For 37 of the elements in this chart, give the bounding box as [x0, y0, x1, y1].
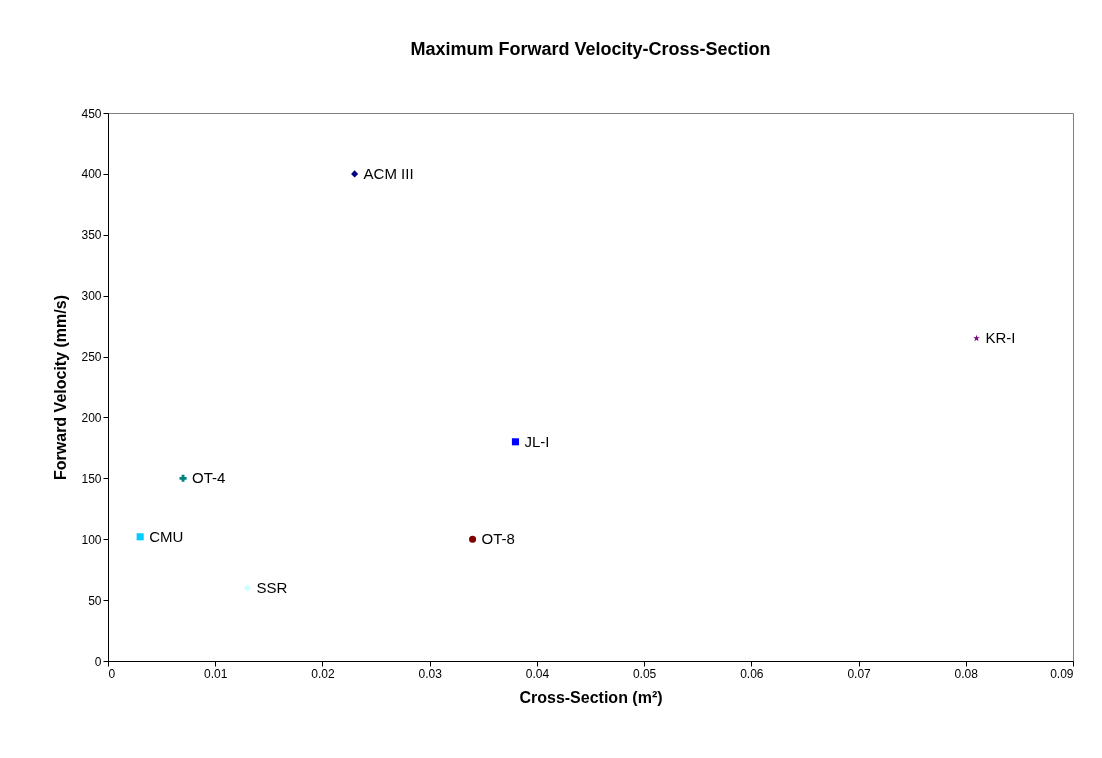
- series-label: JL-I: [524, 432, 550, 450]
- chart-title: Maximum Forward Velocity-Cross-Section: [410, 39, 771, 59]
- y-tick-label: 50: [88, 593, 102, 608]
- x-tick-label: 0.07: [847, 666, 872, 681]
- y-tick-label: 300: [81, 289, 102, 304]
- y-axis-title: Forward Velocity (mm/s): [52, 295, 70, 480]
- point: [243, 584, 251, 592]
- series-label: SSR: [256, 578, 288, 596]
- x-tick-label: 0.03: [418, 666, 443, 681]
- x-tick-label: 0.08: [954, 666, 979, 681]
- y-tick-label: 150: [81, 471, 102, 486]
- x-tick-label: 0.02: [311, 666, 335, 681]
- point: [469, 535, 477, 543]
- series-label: CMU: [149, 527, 184, 545]
- y-tick-label: 100: [81, 532, 102, 547]
- x-tick-label: 0.09: [1050, 666, 1074, 681]
- series-label: OT-4: [192, 469, 226, 487]
- x-tick-label: 0: [108, 666, 116, 681]
- x-tick-label: 0.05: [632, 666, 657, 681]
- x-tick-label: 0.04: [525, 666, 550, 681]
- series-label: OT-8: [481, 530, 515, 548]
- series-label: ACM III: [363, 164, 414, 182]
- x-axis-title: Cross-Section (m²): [519, 688, 663, 706]
- point: [351, 170, 359, 178]
- x-tick-label: 0.06: [740, 666, 764, 681]
- y-tick-label: 400: [81, 167, 102, 182]
- y-tick-label: 0: [94, 654, 102, 669]
- y-tick-label: 250: [81, 350, 102, 365]
- x-tick-label: 0.01: [204, 666, 228, 681]
- y-tick-label: 200: [81, 410, 102, 425]
- point: [179, 474, 187, 482]
- y-tick-label: 350: [81, 228, 102, 243]
- y-tick-label: 450: [81, 106, 102, 121]
- point: [136, 533, 144, 541]
- point: [511, 438, 519, 446]
- point: [973, 334, 980, 342]
- series-label: KR-I: [985, 329, 1016, 347]
